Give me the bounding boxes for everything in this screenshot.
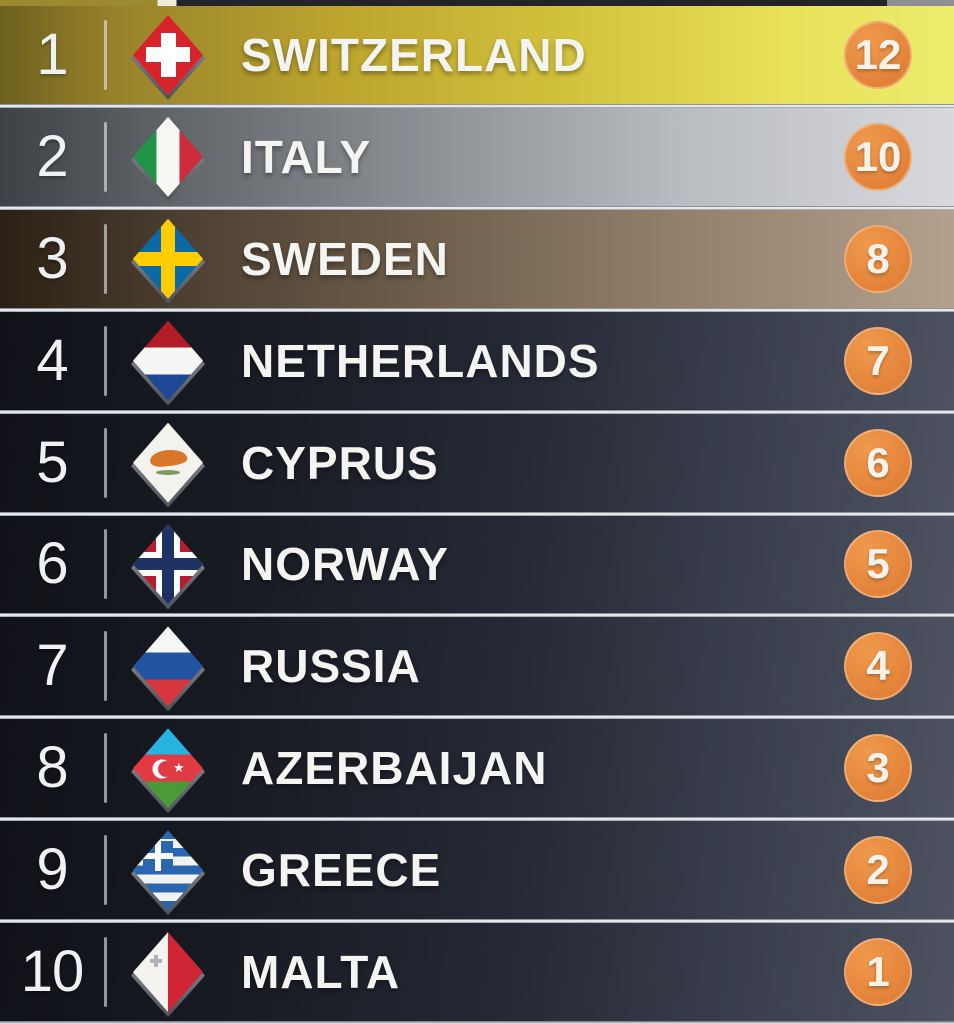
country-name: SWITZERLAND <box>241 28 587 81</box>
rank-divider <box>104 733 107 804</box>
flag-diamond-shape <box>133 932 203 1013</box>
points-badge: 8 <box>844 224 912 293</box>
rank-divider <box>104 19 107 90</box>
row-separator <box>0 409 954 414</box>
row-separator <box>0 715 954 720</box>
flag-diamond-shape <box>133 728 203 809</box>
scoreboard-row-sweden: 3 SWEDEN 8 <box>0 209 954 308</box>
country-name: NETHERLANDS <box>241 334 600 387</box>
rank-number: 9 <box>36 837 68 903</box>
points-badge: 2 <box>844 836 912 905</box>
rank-number: 8 <box>36 735 68 801</box>
scoreboard-rows: 1 SWITZERLAND 12 2 ITALY 10 3 SWEDEN 8 4… <box>0 6 954 1022</box>
points-badge: 4 <box>844 632 912 701</box>
points-badge: 7 <box>844 326 912 395</box>
flag-diamond-shape <box>133 218 203 299</box>
netherlands-flag-icon <box>133 320 203 401</box>
country-name: GREECE <box>241 844 442 897</box>
rank-number: 1 <box>36 21 68 87</box>
flag-diamond-shape <box>133 116 203 197</box>
rank-divider <box>104 937 107 1008</box>
norway-flag-icon <box>133 524 203 605</box>
row-separator <box>0 205 954 210</box>
scoreboard-row-azerbaijan: 8 AZERBAIJAN 3 <box>0 719 954 818</box>
italy-flag-icon <box>133 116 203 197</box>
rank-divider <box>104 427 107 498</box>
flag-diamond-shape <box>133 14 203 95</box>
rank-divider <box>104 631 107 702</box>
flag-diamond-shape <box>133 422 203 503</box>
flag-diamond-shape <box>133 524 203 605</box>
rank-number: 5 <box>36 429 68 495</box>
country-name: RUSSIA <box>241 640 421 693</box>
flag-diamond-shape <box>133 830 203 911</box>
rank-number: 3 <box>36 225 68 291</box>
scoreboard-row-malta: 10 MALTA 1 <box>0 923 954 1022</box>
row-separator <box>0 307 954 312</box>
russia-flag-icon <box>133 626 203 707</box>
points-badge: 12 <box>844 20 912 89</box>
points-badge: 10 <box>844 122 912 191</box>
top-edge-strip <box>0 0 954 6</box>
sweden-flag-icon <box>133 218 203 299</box>
country-name: SWEDEN <box>241 232 449 285</box>
flag-diamond-shape <box>133 320 203 401</box>
points-badge: 1 <box>844 938 912 1007</box>
rank-number: 4 <box>36 327 68 393</box>
rank-number: 10 <box>20 939 85 1005</box>
scoreboard-row-greece: 9 GREECE 2 <box>0 821 954 920</box>
scoreboard-row-italy: 2 ITALY 10 <box>0 107 954 206</box>
country-name: ITALY <box>241 130 372 183</box>
rank-number: 6 <box>36 531 68 597</box>
bottom-edge-strip <box>0 1021 954 1024</box>
row-separator <box>0 103 954 108</box>
row-separator <box>0 511 954 516</box>
cyprus-flag-icon <box>133 422 203 503</box>
switzerland-flag-icon <box>133 14 203 95</box>
malta-flag-icon <box>133 932 203 1013</box>
rank-divider <box>104 325 107 396</box>
greece-flag-icon <box>133 830 203 911</box>
rank-number: 2 <box>36 123 68 189</box>
points-badge: 5 <box>844 530 912 599</box>
points-badge: 6 <box>844 428 912 497</box>
flag-diamond-shape <box>133 626 203 707</box>
rank-number: 7 <box>36 633 68 699</box>
scoreboard-row-netherlands: 4 NETHERLANDS 7 <box>0 311 954 410</box>
row-separator <box>0 817 954 822</box>
country-name: MALTA <box>241 946 401 999</box>
row-separator <box>0 919 954 924</box>
scoreboard-row-cyprus: 5 CYPRUS 6 <box>0 413 954 512</box>
azerbaijan-flag-icon <box>133 728 203 809</box>
rank-divider <box>104 835 107 906</box>
rank-divider <box>104 223 107 294</box>
scoreboard-row-switzerland: 1 SWITZERLAND 12 <box>0 6 954 104</box>
scoreboard-row-russia: 7 RUSSIA 4 <box>0 617 954 716</box>
rank-divider <box>104 529 107 600</box>
row-separator <box>0 613 954 618</box>
country-name: CYPRUS <box>241 436 439 489</box>
country-name: NORWAY <box>241 538 449 591</box>
scoreboard-row-norway: 6 NORWAY 5 <box>0 515 954 614</box>
points-badge: 3 <box>844 734 912 803</box>
country-name: AZERBAIJAN <box>241 742 548 795</box>
rank-divider <box>104 121 107 192</box>
